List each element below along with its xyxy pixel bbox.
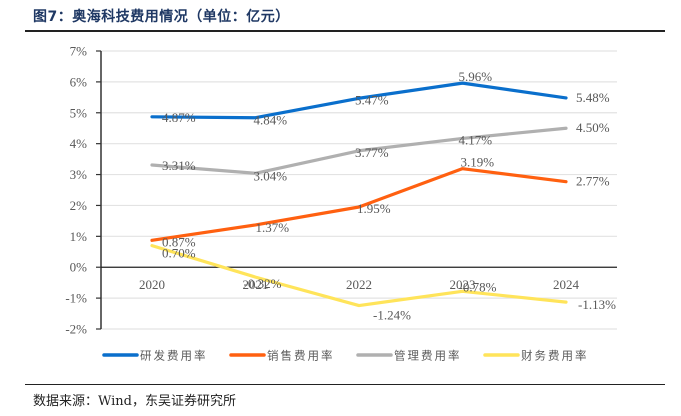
data-label: 4.87%: [162, 110, 196, 125]
y-tick-label: 2%: [70, 198, 88, 213]
data-label: 2.77%: [576, 174, 610, 189]
data-label: 3.19%: [461, 155, 495, 170]
series-line-4: [150, 244, 568, 308]
y-tick-label: 5%: [70, 105, 88, 120]
x-tick-labels: 2020 2021 2022 2023 2024: [139, 277, 580, 292]
x-tick-label: 2022: [346, 277, 372, 292]
y-tick-labels: 7% 6% 5% 4% 3% 2% 1% 0% -1% -2%: [65, 44, 87, 337]
source-note: 数据来源：Wind，东吴证券研究所: [33, 394, 236, 409]
y-tick-label: 1%: [70, 229, 88, 244]
title-rule: [25, 30, 665, 32]
figure-title: 图7：奥海科技费用情况（单位：亿元）: [33, 9, 290, 25]
data-label: 5.96%: [459, 69, 493, 84]
data-label: 4.17%: [459, 132, 493, 147]
legend-label: 管理费用率: [394, 349, 462, 363]
legend-label: 财务费用率: [521, 349, 589, 363]
data-label: 4.84%: [254, 113, 288, 128]
data-label: 0.87%: [162, 234, 196, 249]
data-label: 4.50%: [576, 120, 610, 135]
data-label: -1.13%: [578, 297, 616, 312]
x-tick-label: 2023: [450, 277, 476, 292]
legend-item: 财务费用率: [483, 349, 589, 363]
x-tick-label: 2024: [553, 277, 580, 292]
axes: [96, 50, 617, 330]
series-line-1: [150, 81, 568, 120]
y-tick-label: 4%: [70, 136, 88, 151]
y-tick-label: 3%: [70, 167, 88, 182]
y-tick-label: 0%: [70, 260, 88, 275]
data-label: 3.04%: [254, 168, 288, 183]
legend-label: 研发费用率: [140, 349, 208, 363]
series-line-2: [150, 167, 568, 242]
series-lines: [150, 81, 568, 308]
series-line-3: [150, 126, 568, 175]
y-tick-label: -1%: [65, 291, 87, 306]
y-tick-label: 6%: [70, 74, 88, 89]
data-label: -0.78%: [459, 279, 497, 294]
data-label: 1.95%: [357, 201, 391, 216]
data-label: 1.37%: [256, 220, 290, 235]
data-label: 3.77%: [355, 145, 389, 160]
data-label: -1.24%: [373, 308, 411, 323]
data-label: 5.47%: [355, 92, 389, 107]
legend-item: 研发费用率: [102, 349, 208, 363]
data-labels: 4.87% 4.84% 5.47% 5.96% 5.48% 0.87% 1.37% 1.95%…: [162, 69, 616, 322]
data-label: -0.32%: [244, 276, 282, 291]
data-label: 3.31%: [162, 158, 196, 173]
legend-label: 销售费用率: [267, 349, 335, 363]
legend-item: 销售费用率: [229, 349, 335, 363]
data-label: 0.70%: [162, 246, 196, 261]
x-tick-label: 2020: [139, 277, 165, 292]
legend-item: 管理费用率: [356, 349, 462, 363]
y-tick-label: -2%: [65, 322, 87, 337]
data-label: 5.48%: [576, 90, 610, 105]
legend: 研发费用率 销售费用率 管理费用率 财务费用率: [102, 349, 589, 363]
y-tick-label: 7%: [70, 44, 88, 59]
source-rule: [25, 384, 665, 385]
x-tick-label: 2021: [243, 277, 269, 292]
